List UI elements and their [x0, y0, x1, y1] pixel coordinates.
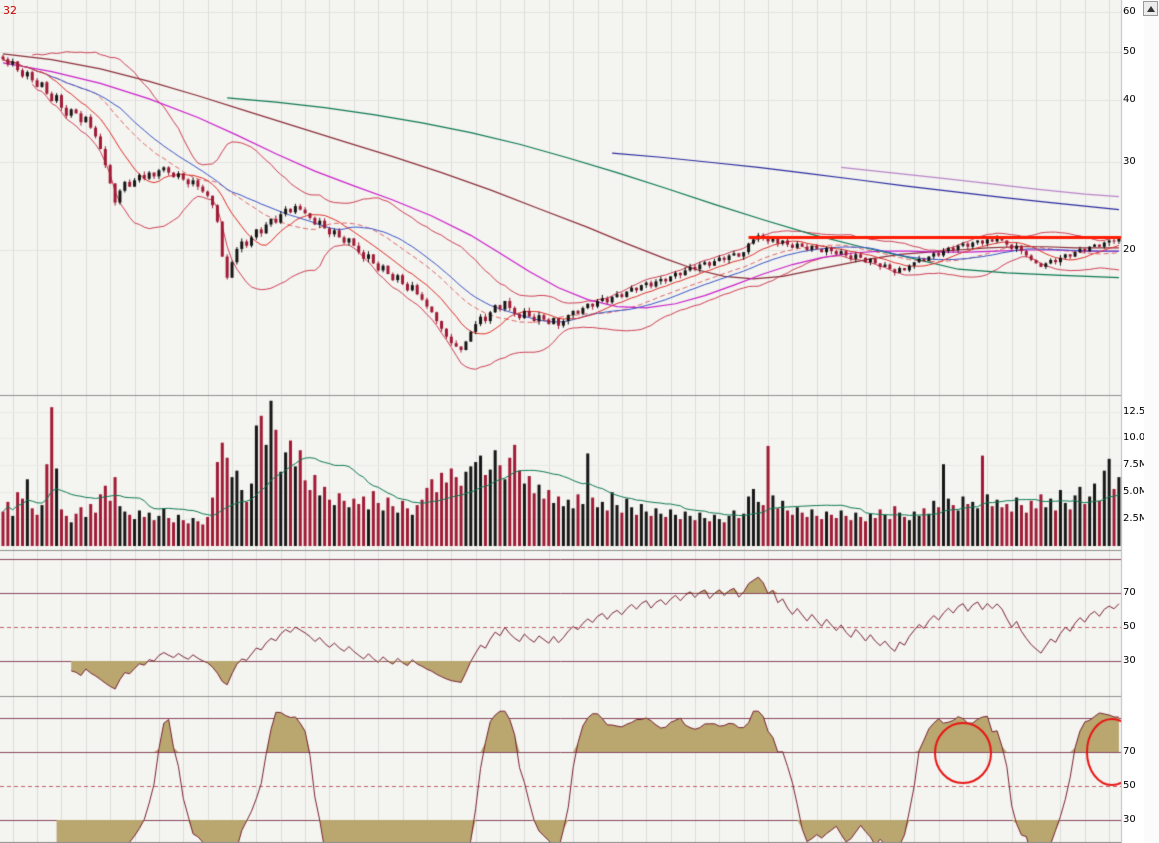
scroll-up-icon	[1146, 5, 1155, 12]
vertical-scrollbar[interactable]	[1143, 0, 1159, 843]
top-left-annotation: 32	[3, 4, 17, 17]
scroll-up-button[interactable]	[1143, 1, 1158, 16]
